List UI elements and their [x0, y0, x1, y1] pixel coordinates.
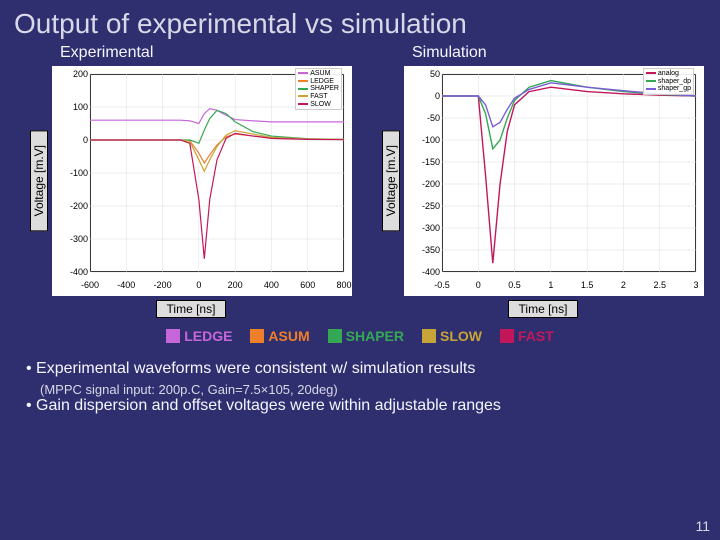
legend-item: SHAPER [328, 328, 404, 344]
inplot-legend: analogshaper_dpshaper_gp [643, 68, 694, 95]
legend-item: LEDGE [166, 328, 232, 344]
legend-swatch [422, 329, 436, 343]
legend-label: SHAPER [346, 328, 404, 344]
ylabel-right: Voltage [m.V] [382, 130, 400, 231]
bullet-item: • Experimental waveforms were consistent… [26, 360, 694, 378]
legend-label: LEDGE [184, 328, 232, 344]
inplot-legend: ASUMLEDGESHAPERFASTSLOW [295, 68, 342, 110]
legend-item: FAST [500, 328, 554, 344]
charts-row: Experimental Voltage [m.V] -400-300-200-… [0, 44, 720, 318]
bullet-sub: (MPPC signal input: 200p.C, Gain=7.5×105… [26, 382, 694, 397]
legend-swatch [250, 329, 264, 343]
legend-label: FAST [518, 328, 554, 344]
legend-label: SLOW [440, 328, 482, 344]
legend-swatch [500, 329, 514, 343]
legend-swatch [166, 329, 180, 343]
xlabel-left: Time [ns] [156, 300, 227, 318]
ylabel-left: Voltage [m.V] [30, 130, 48, 231]
chart-experimental: Experimental Voltage [m.V] -400-300-200-… [30, 44, 352, 318]
legend-label: ASUM [268, 328, 309, 344]
page-title: Output of experimental vs simulation [0, 0, 720, 44]
chart-simulation: Simulation Voltage [m.V] -400-350-300-25… [382, 44, 704, 318]
legend-row: LEDGE ASUM SHAPER SLOW FAST [0, 328, 720, 344]
chart-header-right: Simulation [382, 44, 704, 62]
bullet-item: • Gain dispersion and offset voltages we… [26, 397, 694, 415]
chart-header-left: Experimental [30, 44, 352, 62]
xlabel-right: Time [ns] [508, 300, 579, 318]
legend-item: SLOW [422, 328, 482, 344]
page-number: 11 [695, 518, 710, 534]
legend-swatch [328, 329, 342, 343]
bullets: • Experimental waveforms were consistent… [0, 344, 720, 415]
legend-item: ASUM [250, 328, 309, 344]
